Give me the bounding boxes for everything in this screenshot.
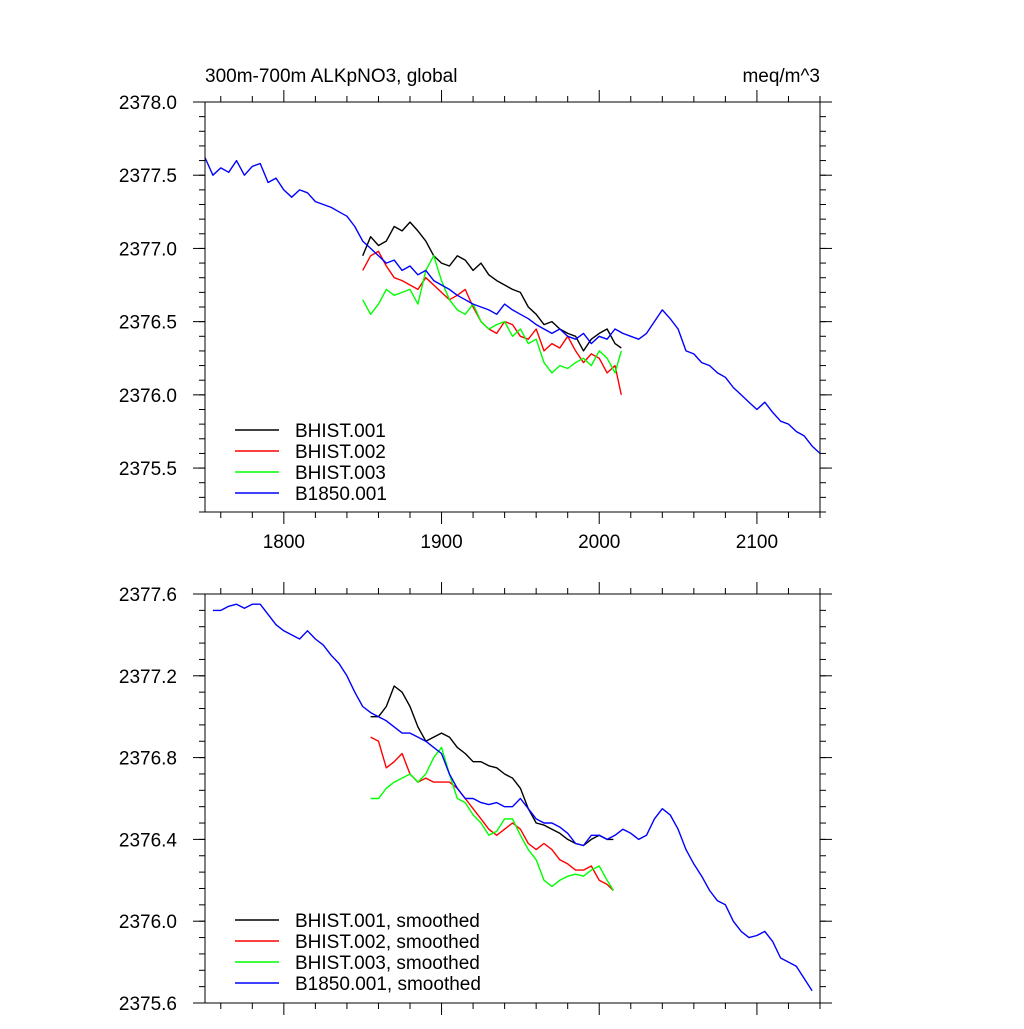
series-line-3 — [370, 746, 614, 891]
y-tick-label: 2378.0 — [119, 93, 177, 114]
top-panel-plot-area — [205, 157, 820, 454]
bottom-panel-tick-labels: 2375.6 2376.0 2376.4 2376.8 2377.2 2377.6 — [119, 585, 178, 1015]
series-line-3 — [362, 255, 622, 374]
top-panel-frame — [204, 101, 821, 513]
top-panel-tick-labels: 1800 1900 2000 2100 2375.5 2376.0 2376.5 2377.0… — [119, 93, 778, 553]
legend-label: B1850.001 — [295, 484, 387, 505]
y-tick-label: 2375.5 — [119, 459, 177, 480]
top-panel-ticks — [193, 90, 832, 524]
top-panel-title: 300m-700m ALKpNO3, global — [205, 66, 457, 87]
legend-label: BHIST.002, smoothed — [295, 932, 480, 953]
y-tick-label: 2376.8 — [119, 749, 177, 770]
bottom-panel-frame — [204, 593, 821, 1004]
y-tick-label: 2376.4 — [119, 830, 178, 851]
legend-label: BHIST.002 — [295, 442, 386, 463]
y-tick-label: 2375.6 — [119, 994, 177, 1015]
series-line-1 — [362, 221, 622, 352]
x-tick-label: 1900 — [420, 532, 462, 553]
bottom-panel: 2375.6 2376.0 2376.4 2376.8 2377.2 2377.6 BHI… — [119, 582, 832, 1015]
y-tick-label: 2377.5 — [119, 166, 177, 187]
legend-label: B1850.001, smoothed — [295, 974, 481, 995]
x-tick-label: 1800 — [263, 532, 305, 553]
top-panel-units: meq/m^3 — [742, 66, 820, 87]
series-line-4 — [212, 603, 813, 992]
y-tick-label: 2377.0 — [119, 239, 177, 260]
legend-label: BHIST.003, smoothed — [295, 953, 480, 974]
bottom-panel-plot-area — [212, 603, 813, 992]
series-line-2 — [362, 250, 622, 396]
series-line-2 — [370, 736, 614, 892]
series-line-4 — [205, 157, 820, 454]
y-tick-label: 2376.0 — [119, 912, 177, 933]
top-panel: 300m-700m ALKpNO3, global meq/m^3 1800 19… — [119, 66, 832, 553]
y-tick-label: 2376.5 — [119, 313, 177, 334]
x-tick-label: 2000 — [578, 532, 620, 553]
y-tick-label: 2377.6 — [119, 585, 177, 606]
legend-label: BHIST.001, smoothed — [295, 911, 480, 932]
legend-label: BHIST.001 — [295, 421, 386, 442]
bottom-panel-ticks — [193, 582, 832, 1015]
legend-label: BHIST.003 — [295, 463, 386, 484]
x-tick-label: 2100 — [736, 532, 778, 553]
y-tick-label: 2376.0 — [119, 386, 177, 407]
y-tick-label: 2377.2 — [119, 667, 177, 688]
